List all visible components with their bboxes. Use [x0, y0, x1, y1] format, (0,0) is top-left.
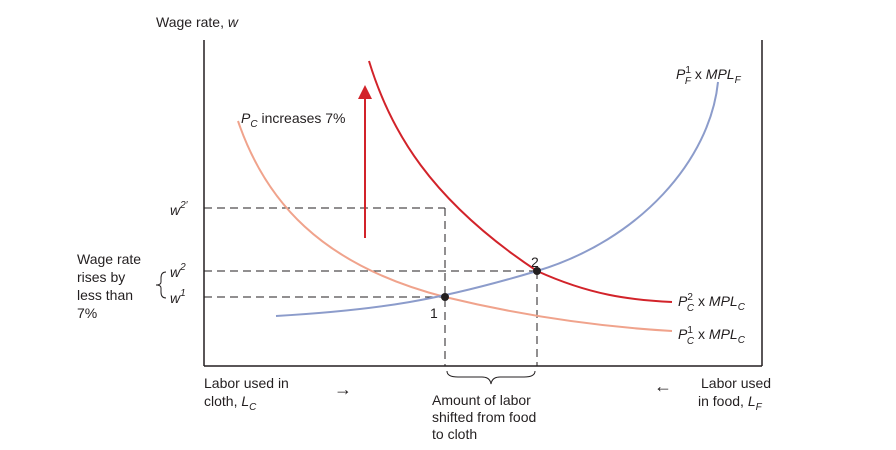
wage-note-line: Wage rate — [77, 251, 141, 267]
wage-brace — [155, 271, 167, 299]
wage-note: Wage rate rises by less than 7% — [77, 251, 141, 321]
right-arrow-icon: → — [334, 379, 352, 399]
labor-food-label-line2: in food, LF — [698, 393, 763, 413]
w2prime-label: w2′ — [170, 200, 189, 218]
equilibrium-point-1 — [441, 293, 449, 301]
price-change-label: PC increases 7% — [241, 110, 346, 130]
w2-label: w2 — [170, 262, 186, 280]
point-1-label: 1 — [430, 305, 438, 321]
labor-food-label-line1: Labor used — [701, 375, 771, 391]
food-curve-label: P1 F x MPLF — [676, 65, 742, 87]
equilibrium-point-2 — [533, 267, 541, 275]
shift-note-line: shifted from food — [432, 409, 536, 425]
point-2-label: 2 — [531, 254, 539, 270]
wage-note-line: 7% — [77, 305, 97, 321]
wage-note-line: less than — [77, 287, 133, 303]
shift-brace — [446, 370, 536, 385]
w1-label: w1 — [170, 288, 186, 306]
labor-cloth-label-line1: Labor used in — [204, 375, 289, 391]
shift-note-line: Amount of labor — [432, 392, 531, 408]
y-axis-title: Wage rate, w — [156, 14, 239, 30]
guide-lines — [204, 207, 538, 366]
shift-note: Amount of labor shifted from food to clo… — [432, 392, 536, 442]
price-increase-arrowhead — [358, 85, 372, 99]
cloth-new-curve — [368, 60, 673, 303]
labor-cloth-label-line2: cloth, LC — [204, 393, 257, 413]
cloth-new-curve-label: P2 C x MPLC — [678, 292, 746, 314]
left-arrow-icon: ← — [654, 376, 672, 396]
cloth-old-curve-label: P1 C x MPLC — [678, 325, 746, 347]
wage-note-line: rises by — [77, 269, 125, 285]
cloth-old-curve — [237, 120, 673, 332]
shift-note-line: to cloth — [432, 426, 477, 442]
